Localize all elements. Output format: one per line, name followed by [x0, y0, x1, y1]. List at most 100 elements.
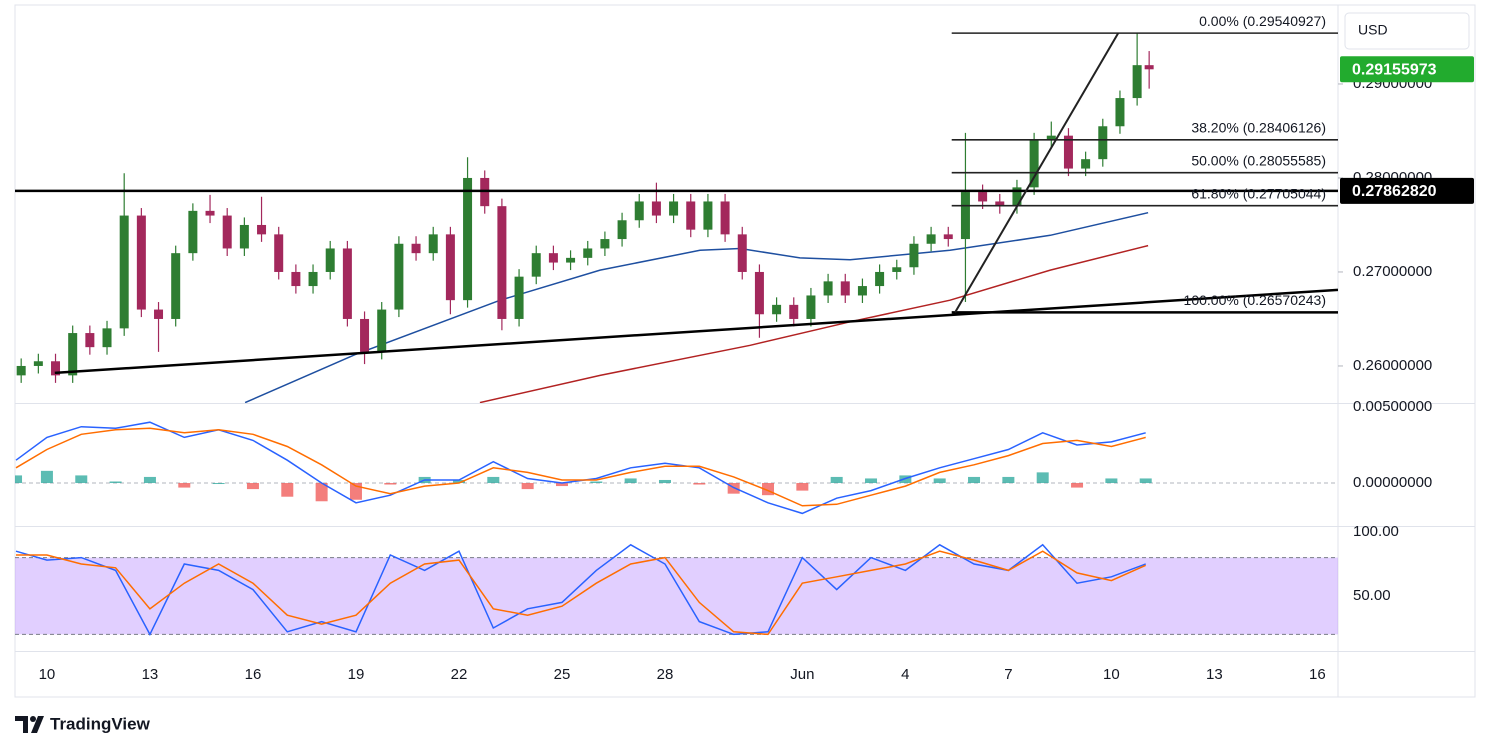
x-tick-label: 13	[142, 666, 159, 683]
candle	[823, 273, 833, 303]
candle-body	[583, 248, 593, 258]
candle	[16, 358, 26, 383]
candle-body	[394, 243, 404, 310]
y-tick-label: 100.00	[1353, 523, 1399, 540]
candle-body	[1098, 126, 1108, 160]
candle	[325, 240, 335, 280]
candle	[377, 302, 387, 360]
macd-histogram-bar	[1105, 478, 1118, 484]
candle-body	[875, 271, 885, 287]
candle-body	[188, 210, 198, 254]
candle-body	[136, 215, 146, 310]
x-tick-label: 10	[39, 666, 56, 683]
candle-body	[154, 309, 164, 319]
candle-body	[463, 177, 473, 301]
moving-average	[244, 211, 1149, 403]
candle-body	[377, 309, 387, 352]
candle	[531, 245, 541, 285]
x-tick-label: 19	[348, 666, 365, 683]
x-tick-label: 25	[554, 666, 571, 683]
candle-body	[1029, 140, 1039, 188]
candle	[1012, 179, 1022, 214]
candle-body	[840, 281, 850, 296]
candle-body	[686, 201, 696, 230]
candle-body	[1144, 65, 1154, 70]
candle	[445, 226, 455, 315]
macd-line	[15, 421, 1146, 515]
candle	[342, 240, 352, 327]
macd-histogram-bar	[933, 478, 946, 484]
fib-label: 38.20% (0.28406126)	[1191, 119, 1326, 135]
macd-histogram-bar	[15, 475, 23, 484]
candle-body	[514, 276, 524, 319]
horizontal-line-label: 0.27862820	[1352, 183, 1437, 200]
candle-body	[325, 248, 335, 272]
x-tick-label: 7	[1004, 666, 1012, 683]
macd-histogram-bar	[555, 483, 568, 487]
currency-label: USD	[1358, 22, 1388, 38]
candle	[720, 193, 730, 242]
x-tick-label: 13	[1206, 666, 1223, 683]
candle-body	[531, 253, 541, 277]
x-tick-label: 10	[1103, 666, 1120, 683]
candle-body	[617, 220, 627, 240]
candle-body	[360, 318, 370, 352]
macd-histogram-bar	[1002, 476, 1015, 484]
candle	[600, 231, 610, 256]
candle	[497, 198, 507, 331]
candle	[737, 226, 747, 280]
candle	[840, 273, 850, 303]
candle	[85, 325, 95, 355]
candle-body	[1081, 159, 1091, 169]
brand-logo	[15, 716, 44, 733]
candle	[463, 157, 473, 308]
candle-body	[806, 295, 816, 319]
candle-body	[548, 253, 558, 263]
candle-body	[274, 234, 284, 272]
macd-histogram-bar	[968, 476, 981, 484]
macd-histogram-bar	[830, 476, 843, 484]
candle-body	[909, 243, 919, 268]
signal-line	[15, 427, 1146, 507]
stoch-k-line	[15, 543, 1146, 637]
candle	[583, 240, 593, 266]
macd-histogram-bar	[40, 470, 53, 484]
macd-histogram-bar	[315, 483, 328, 502]
candle	[428, 226, 438, 261]
candle-body	[497, 206, 507, 319]
macd-histogram-bar	[109, 481, 122, 484]
candle	[875, 264, 885, 294]
candle-body	[1063, 135, 1073, 169]
chart-frame	[14, 4, 1476, 698]
macd-histogram-bar	[658, 479, 671, 484]
candle	[634, 193, 644, 228]
candle	[926, 226, 936, 252]
candle	[892, 259, 902, 280]
candle-body	[119, 215, 129, 329]
candle-body	[1046, 135, 1056, 141]
candle-body	[1132, 65, 1142, 99]
candle	[548, 245, 558, 271]
stoch-band	[15, 557, 1338, 635]
candle	[154, 302, 164, 352]
candle-body	[943, 234, 953, 240]
candle	[1098, 118, 1108, 167]
candle-body	[342, 248, 352, 319]
candle	[205, 194, 215, 224]
candle	[617, 212, 627, 247]
candle	[806, 287, 816, 327]
candle-body	[102, 328, 112, 348]
horizontal-line-box	[1340, 177, 1474, 204]
fib-label: 100.00% (0.26570243)	[1184, 292, 1326, 308]
candle	[1029, 132, 1039, 195]
candle	[514, 269, 524, 327]
candle-body	[1012, 187, 1022, 207]
macd-histogram-bar	[178, 483, 191, 488]
candle	[274, 226, 284, 280]
stoch-d-line	[16, 550, 1147, 636]
macd-histogram-bar	[246, 483, 259, 490]
candle	[257, 196, 267, 242]
last-price-label: 0.29155973	[1352, 62, 1437, 79]
candle-body	[737, 234, 747, 272]
